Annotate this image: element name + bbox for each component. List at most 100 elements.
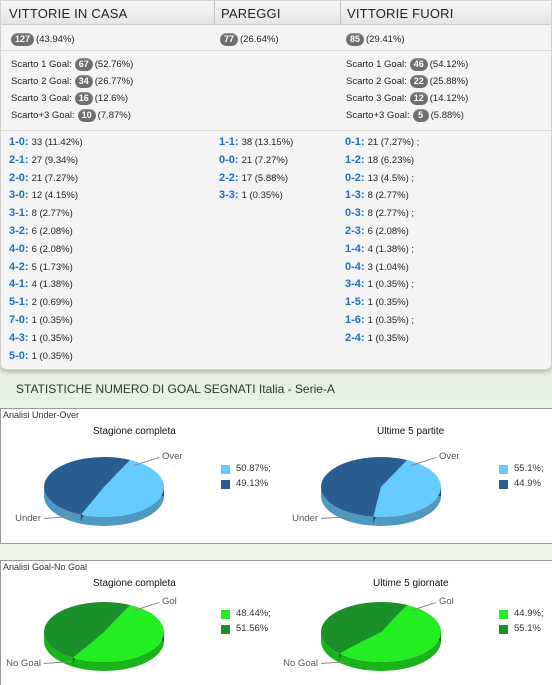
legend-value: 48.44%; (236, 608, 271, 619)
home-score-item: 7-0: 1 (0.35%) (9, 314, 73, 327)
pie-side-wall (321, 632, 441, 671)
score-value: 27 (9.34%) (31, 154, 79, 166)
panel-title: Analisi Under-Over (3, 410, 80, 420)
score-value: 33 (11.42%) (31, 137, 83, 148)
margin-count: 67 (74, 58, 93, 71)
draw-score-item: 2-2: 17 (5.88%) (219, 172, 288, 185)
draw-score-item: 0-0: 21 (7.27%) (219, 154, 288, 167)
score-value: 8 (2.77%) ; (367, 208, 415, 220)
home-margin-item: Scarto 2 Goal: 34 (26.77%) (11, 75, 133, 88)
margin-label: Scarto 3 Goal: (346, 93, 407, 104)
score-label: 1-2: (345, 153, 365, 166)
score-value: 1 (0.35%) (31, 350, 73, 362)
results-card: VITTORIE IN CASA PAREGGI VITTORIE FUORI … (0, 0, 552, 370)
draw-score-item: 3-3: 1 (0.35%) (219, 189, 283, 202)
score-value: 12 (4.15%) (31, 190, 79, 202)
score-label: 3-4: (345, 278, 365, 291)
score-value: 1 (0.35%) ; (367, 315, 415, 326)
score-label: 5-1: (9, 296, 29, 309)
margin-label: Scarto+3 Goal: (346, 110, 410, 121)
pie-label-top: Gol (162, 596, 177, 607)
score-label: 0-3: (345, 207, 365, 220)
home-score-item: 3-0: 12 (4.15%) (9, 189, 78, 202)
margin-label: Scarto 1 Goal: (346, 59, 407, 70)
pie-label-bottom: No Goal (283, 658, 318, 669)
pie-label-bottom: Under (15, 513, 41, 524)
margin-pct: (12.6%) (94, 93, 129, 104)
margin-label: Scarto 2 Goal: (346, 76, 407, 87)
draw-total: 77 (26.64%) (220, 33, 279, 46)
pie-slice-secondary (43, 602, 131, 658)
home-total-count: 127 (11, 33, 35, 46)
score-value: 18 (6.23%) (367, 154, 415, 166)
score-label: 4-3: (9, 331, 29, 344)
margin-pct: (54.12%) (429, 59, 469, 70)
home-score-item: 4-2: 5 (1.73%) (9, 261, 73, 274)
score-label: 1-0: (9, 136, 29, 148)
legend-value: 55.1% (514, 623, 541, 634)
score-value: 1 (0.35%) ; (367, 279, 415, 291)
score-value: 6 (2.08%) (31, 226, 73, 237)
away-margin-item: Scarto 2 Goal: 22 (25.88%) (346, 75, 468, 88)
score-label: 0-0: (219, 153, 239, 166)
score-label: 1-3: (345, 189, 365, 202)
home-margin-item: Scarto 3 Goal: 16 (12.6%) (11, 92, 128, 105)
pie-slice-primary (373, 459, 441, 517)
pie-label-top: Over (439, 451, 460, 462)
score-value: 2 (0.69%) (31, 297, 73, 309)
away-score-item: 2-3: 6 (2.08%) (345, 225, 409, 238)
score-label: 3-1: (9, 207, 29, 220)
score-label: 4-2: (9, 260, 29, 273)
home-margin-item: Scarto+3 Goal: 10 (7.87%) (11, 109, 131, 122)
pie-side-wall (321, 487, 441, 526)
goal-nogoal-panel: Analisi Goal-No Goal Stagione completa Go… (0, 560, 552, 685)
score-label: 1-1: (219, 136, 239, 148)
pie-subtitle: Ultime 5 partite (377, 426, 445, 437)
pie-slice-primary (339, 604, 441, 662)
header-divider (340, 1, 341, 25)
margin-count: 34 (74, 75, 93, 88)
pie-subtitle: Stagione completa (93, 578, 176, 589)
pie-label-top: Over (162, 451, 183, 462)
legend-value: 44.9%; (514, 608, 544, 619)
away-score-item: 0-4: 3 (1.04%) (345, 261, 409, 274)
score-label: 3-2: (9, 225, 29, 237)
score-label: 0-4: (345, 260, 365, 273)
pie-label-bottom: Under (292, 513, 318, 524)
score-label: 3-0: (9, 189, 29, 202)
margin-count: 46 (409, 58, 428, 71)
right-pie-chart (321, 602, 441, 671)
pie-side-wall (44, 632, 164, 671)
home-score-item: 5-0: 1 (0.35%) (9, 350, 73, 363)
away-total: 85 (29.41%) (346, 33, 405, 46)
home-total-pct: (43.94%) (36, 34, 75, 45)
away-score-item: 0-1: 21 (7.27%) ; (345, 136, 419, 149)
legend-swatch (499, 465, 508, 474)
totals-row: 127 (43.94%) 77 (26.64%) 85 (29.41%) (1, 25, 551, 51)
away-score-item: 1-4: 4 (1.38%) ; (345, 243, 414, 256)
pie-side-wall (44, 487, 164, 526)
scores-row: 1-0: 33 (11.42%) 2-1: 27 (9.34%) 2-0: 21 (7.2… (1, 131, 551, 369)
score-value: 21 (7.27%) ; (367, 137, 420, 148)
score-label: 2-0: (9, 171, 29, 184)
margin-pct: (14.12%) (429, 93, 469, 104)
header-draws: PAREGGI (221, 6, 281, 21)
legend-value: 51.56% (236, 623, 269, 634)
score-label: 0-1: (345, 136, 365, 148)
away-score-item: 2-4: 1 (0.35%) (345, 332, 409, 345)
score-value: 1 (0.35%) (31, 315, 73, 326)
score-value: 1 (0.35%) (241, 190, 283, 202)
score-value: 38 (13.15%) (241, 137, 294, 148)
score-value: 8 (2.77%) (367, 190, 409, 202)
home-score-item: 5-1: 2 (0.69%) (9, 296, 73, 309)
legend-value: 55.1%; (514, 463, 544, 474)
score-label: 5-0: (9, 349, 29, 362)
header-divider (214, 1, 215, 25)
pie-slice-primary (72, 604, 164, 662)
score-value: 8 (2.77%) (31, 208, 73, 220)
under-over-panel: Analisi Under-Over Stagione completa Over… (0, 408, 552, 544)
pie-subtitle: Ultime 5 giornate (373, 578, 449, 589)
away-score-item: 0-2: 13 (4.5%) ; (345, 172, 414, 185)
score-label: 2-2: (219, 171, 239, 184)
left-pie-chart (43, 602, 164, 671)
